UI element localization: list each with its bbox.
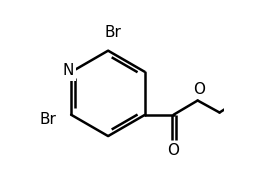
Text: O: O	[167, 143, 180, 158]
Text: Br: Br	[104, 25, 121, 40]
Text: O: O	[193, 82, 205, 98]
Text: Br: Br	[40, 112, 56, 127]
Text: N: N	[63, 63, 74, 78]
